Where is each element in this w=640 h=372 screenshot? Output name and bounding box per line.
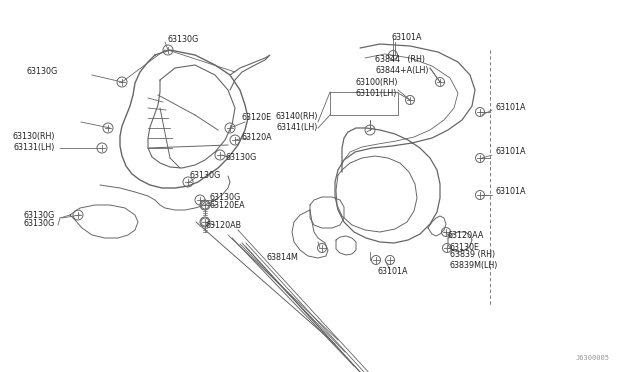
- Text: 63814M: 63814M: [266, 253, 298, 263]
- Text: 63130G: 63130G: [225, 154, 256, 163]
- Text: 63101A: 63101A: [392, 33, 422, 42]
- Text: 63120AB: 63120AB: [205, 221, 241, 231]
- Text: 63839 (RH)
63839M(LH): 63839 (RH) 63839M(LH): [450, 250, 499, 270]
- Text: 63130G: 63130G: [24, 218, 55, 228]
- Text: 63120E: 63120E: [242, 113, 272, 122]
- Text: 63120EA: 63120EA: [210, 202, 246, 211]
- Text: 63844   (RH)
63844+A(LH): 63844 (RH) 63844+A(LH): [375, 55, 429, 75]
- Text: J6300005: J6300005: [576, 355, 610, 361]
- Text: 63130G: 63130G: [24, 211, 55, 219]
- Text: 63130G: 63130G: [27, 67, 58, 77]
- Text: 63130E: 63130E: [450, 244, 480, 253]
- Text: 63130G: 63130G: [210, 193, 241, 202]
- Text: 63140(RH)
63141(LH): 63140(RH) 63141(LH): [275, 112, 318, 132]
- Text: 63101A: 63101A: [495, 148, 525, 157]
- Text: 63100(RH)
63101(LH): 63100(RH) 63101(LH): [355, 78, 397, 98]
- Text: 63101A: 63101A: [378, 267, 408, 276]
- Text: 63101A: 63101A: [495, 187, 525, 196]
- Text: 63130G: 63130G: [168, 35, 199, 45]
- Text: 63120AA: 63120AA: [448, 231, 484, 240]
- Text: 63120A: 63120A: [242, 134, 273, 142]
- Text: 63130(RH)
63131(LH): 63130(RH) 63131(LH): [13, 132, 55, 152]
- Text: 63130G: 63130G: [190, 170, 221, 180]
- Text: 63101A: 63101A: [495, 103, 525, 112]
